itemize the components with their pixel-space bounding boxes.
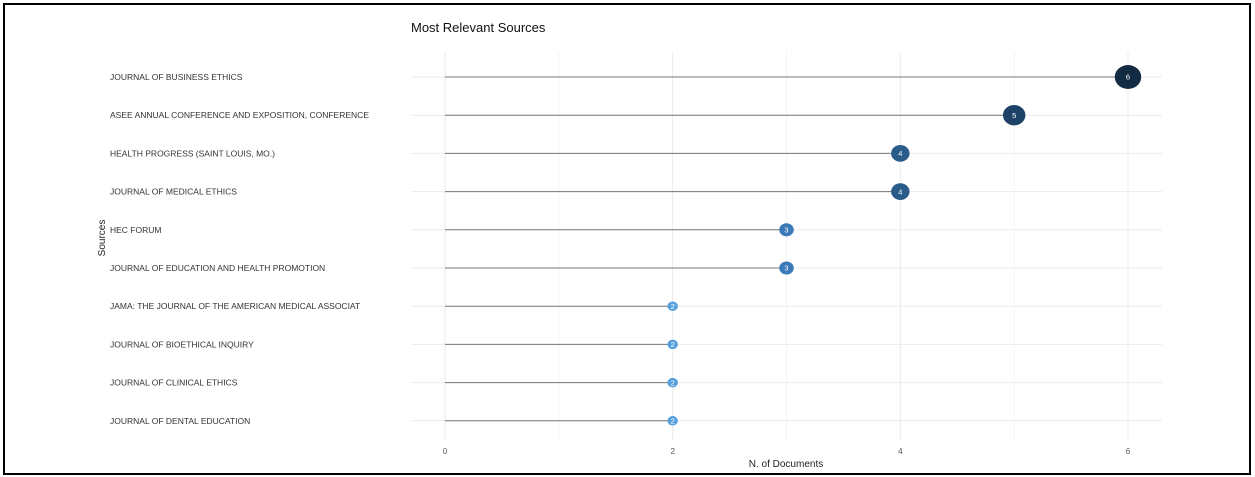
value-label: 4	[898, 187, 902, 196]
source-label: HEC FORUM	[110, 225, 161, 235]
chart-title: Most Relevant Sources	[411, 20, 546, 35]
lollipop-dot	[667, 301, 678, 311]
value-label: 3	[784, 264, 788, 273]
source-label: HEALTH PROGRESS (SAINT LOUIS, MO.)	[110, 148, 275, 158]
lollipop-dot	[779, 261, 794, 275]
value-label: 6	[1126, 73, 1130, 82]
x-tick-label: 0	[443, 447, 448, 456]
value-label: 2	[671, 378, 675, 387]
lollipop-dot	[891, 183, 910, 200]
value-label: 3	[784, 226, 788, 235]
x-tick-label: 2	[670, 447, 675, 456]
value-label: 2	[671, 340, 675, 349]
x-tick-labels: 0 2 4 6	[443, 447, 1131, 456]
source-label: JOURNAL OF DENTAL EDUCATION	[110, 416, 250, 426]
value-label: 4	[898, 149, 902, 158]
lollipop-dot	[667, 377, 678, 388]
x-tick-label: 6	[1126, 447, 1131, 456]
source-label: ASEE ANNUAL CONFERENCE AND EXPOSITION, C…	[110, 110, 369, 120]
chart-frame	[3, 3, 1251, 475]
source-label: JOURNAL OF BUSINESS ETHICS	[110, 72, 243, 82]
source-label: JOURNAL OF EDUCATION AND HEALTH PROMOTIO…	[110, 263, 325, 273]
lollipop-dot	[1114, 65, 1142, 89]
lollipop-dot	[667, 416, 678, 426]
stem-layer	[445, 76, 1128, 422]
value-label: 2	[671, 417, 675, 426]
lollipop-dot	[1002, 105, 1026, 126]
source-label: JOURNAL OF CLINICAL ETHICS	[110, 378, 238, 388]
x-tick-label: 4	[898, 447, 903, 456]
lollipop-dot	[667, 339, 678, 350]
y-axis-title: Sources	[97, 220, 108, 257]
lollipop-dot	[891, 145, 910, 162]
value-label: 5	[1012, 111, 1016, 120]
source-label: JOURNAL OF BIOETHICAL INQUIRY	[110, 339, 254, 349]
grid-layer	[411, 52, 1162, 440]
lollipop-dot	[779, 223, 794, 237]
dot-layer: 6 5 4 4 3 3 2 2 2 2	[667, 65, 1142, 426]
y-tick-labels: JOURNAL OF BUSINESS ETHICS ASEE ANNUAL CO…	[110, 72, 369, 426]
source-label: JAMA: THE JOURNAL OF THE AMERICAN MEDICA…	[110, 301, 360, 311]
value-label: 2	[671, 302, 675, 311]
source-label: JOURNAL OF MEDICAL ETHICS	[110, 187, 237, 197]
x-axis-title: N. of Documents	[749, 459, 823, 470]
